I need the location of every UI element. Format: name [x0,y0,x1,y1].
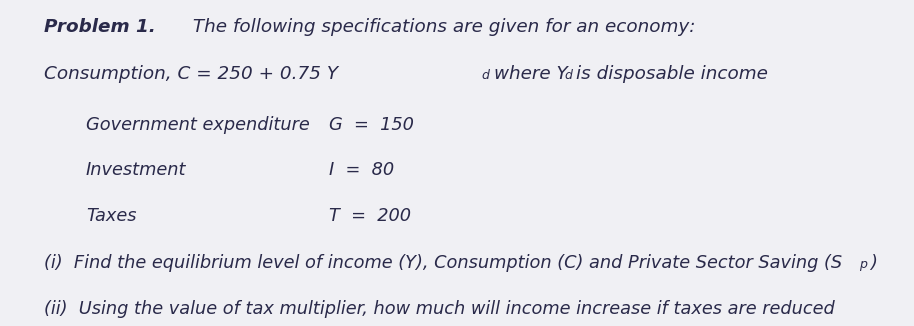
Text: Consumption, C = 250 + 0.75 Y: Consumption, C = 250 + 0.75 Y [44,65,338,83]
Text: Government expenditure: Government expenditure [86,116,310,134]
Text: p: p [859,258,867,271]
Text: Taxes: Taxes [86,207,136,225]
Text: ): ) [870,254,877,272]
Text: (ii)  Using the value of tax multiplier, how much will income increase if taxes : (ii) Using the value of tax multiplier, … [44,300,834,318]
Text: d: d [482,69,490,82]
Text: Problem 1.: Problem 1. [44,18,155,36]
Text: I  =  80: I = 80 [329,161,394,179]
Text: Investment: Investment [86,161,186,179]
Text: is disposable income: is disposable income [576,65,768,83]
Text: where Y: where Y [494,65,568,83]
Text: G  =  150: G = 150 [329,116,414,134]
Text: T  =  200: T = 200 [329,207,411,225]
Text: The following specifications are given for an economy:: The following specifications are given f… [187,18,696,36]
Text: (i)  Find the equilibrium level of income (Y), Consumption (C) and Private Secto: (i) Find the equilibrium level of income… [44,254,842,272]
Text: d: d [564,69,572,82]
